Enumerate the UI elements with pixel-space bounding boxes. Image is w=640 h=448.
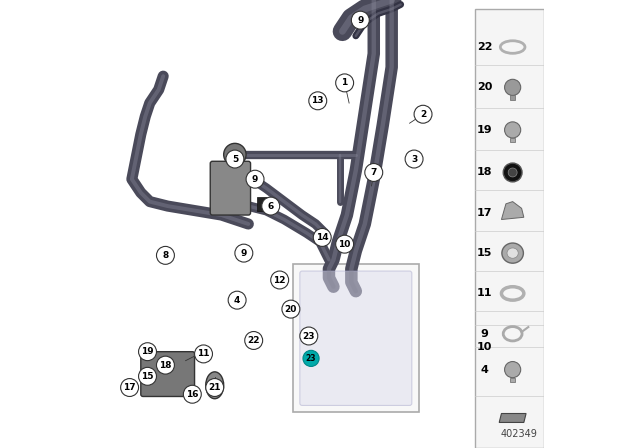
Circle shape (195, 345, 212, 363)
Circle shape (351, 11, 369, 29)
Text: 18: 18 (477, 168, 492, 177)
Text: 9: 9 (357, 16, 364, 25)
Bar (510, 138, 515, 142)
Circle shape (121, 379, 139, 396)
FancyBboxPatch shape (300, 271, 412, 405)
Text: 9: 9 (241, 249, 247, 258)
Text: 23: 23 (303, 332, 315, 340)
Circle shape (405, 150, 423, 168)
Circle shape (504, 362, 521, 378)
Circle shape (156, 246, 174, 264)
Text: 20: 20 (477, 82, 492, 92)
Circle shape (336, 74, 354, 92)
Circle shape (139, 367, 157, 385)
Text: 10: 10 (339, 240, 351, 249)
Text: 3: 3 (411, 155, 417, 164)
Circle shape (156, 356, 174, 374)
Bar (475, 9, 544, 448)
Text: 19: 19 (141, 347, 154, 356)
Bar (510, 378, 515, 382)
Text: 21: 21 (209, 383, 221, 392)
FancyBboxPatch shape (210, 161, 251, 215)
Text: 5: 5 (232, 155, 238, 164)
Bar (510, 95, 515, 100)
Text: 8: 8 (163, 251, 168, 260)
Text: 14: 14 (316, 233, 328, 242)
Circle shape (303, 350, 319, 366)
Ellipse shape (503, 163, 522, 182)
Text: 22: 22 (248, 336, 260, 345)
Text: 2: 2 (420, 110, 426, 119)
Circle shape (271, 271, 289, 289)
Text: 4: 4 (481, 365, 488, 375)
Text: 22: 22 (477, 42, 492, 52)
Polygon shape (499, 414, 526, 422)
Circle shape (244, 332, 262, 349)
Circle shape (414, 105, 432, 123)
Text: 19: 19 (477, 125, 492, 135)
Circle shape (300, 327, 317, 345)
Bar (293, 264, 419, 412)
Text: 11: 11 (477, 289, 492, 298)
Circle shape (314, 228, 332, 246)
Circle shape (206, 379, 224, 396)
Text: 9: 9 (252, 175, 258, 184)
Circle shape (235, 244, 253, 262)
Text: 402349: 402349 (500, 429, 538, 439)
Text: 12: 12 (273, 276, 286, 284)
Ellipse shape (507, 248, 518, 258)
Circle shape (504, 122, 521, 138)
Circle shape (262, 197, 280, 215)
Circle shape (336, 235, 354, 253)
Text: 9: 9 (481, 329, 488, 339)
Circle shape (139, 343, 157, 361)
Text: 23: 23 (306, 354, 316, 363)
Text: 20: 20 (285, 305, 297, 314)
Circle shape (246, 170, 264, 188)
Text: 15: 15 (141, 372, 154, 381)
Ellipse shape (206, 372, 224, 399)
Text: 11: 11 (197, 349, 210, 358)
Text: 15: 15 (477, 248, 492, 258)
Circle shape (282, 300, 300, 318)
Circle shape (365, 164, 383, 181)
Text: 1: 1 (342, 78, 348, 87)
Text: 10: 10 (477, 342, 492, 352)
FancyBboxPatch shape (141, 352, 195, 396)
Text: 13: 13 (312, 96, 324, 105)
Text: 17: 17 (124, 383, 136, 392)
Polygon shape (502, 202, 524, 220)
Circle shape (226, 150, 244, 168)
Text: 17: 17 (477, 208, 492, 218)
Text: 18: 18 (159, 361, 172, 370)
Text: 6: 6 (268, 202, 274, 211)
Circle shape (309, 92, 327, 110)
Text: 16: 16 (186, 390, 198, 399)
Circle shape (504, 79, 521, 95)
Text: 4: 4 (234, 296, 240, 305)
Ellipse shape (508, 168, 517, 177)
Circle shape (183, 385, 201, 403)
Text: 7: 7 (371, 168, 377, 177)
Bar (257, 197, 271, 211)
Ellipse shape (502, 243, 524, 263)
Circle shape (224, 143, 246, 166)
Circle shape (228, 291, 246, 309)
